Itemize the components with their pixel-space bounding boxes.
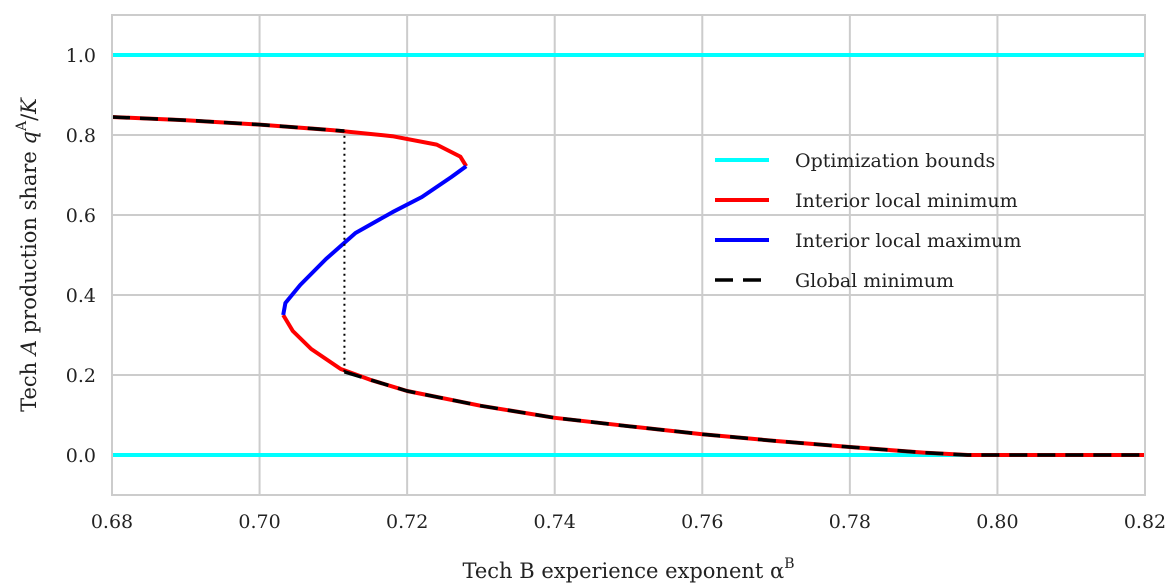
series-line-global-minimum-0 xyxy=(111,115,345,133)
x-tick-label: 0.74 xyxy=(534,511,576,533)
y-tick-label: 1.0 xyxy=(66,45,96,67)
x-tick-label: 0.68 xyxy=(91,511,133,533)
y-axis-label: Tech A production share qA/K xyxy=(14,97,41,412)
x-tick-label: 0.70 xyxy=(238,511,280,533)
x-axis-label: Tech B experience exponent αB xyxy=(462,556,794,583)
y-tick-label: 0.8 xyxy=(66,125,96,147)
y-tick-label: 0.4 xyxy=(66,285,96,307)
series-line-interior-local-maximum-0 xyxy=(281,164,468,316)
legend-label: Global minimum xyxy=(795,270,954,292)
y-tick-label: 0.0 xyxy=(66,445,96,467)
x-tick-label: 0.80 xyxy=(976,511,1018,533)
legend-label: Interior local maximum xyxy=(795,230,1021,252)
x-tick-label: 0.72 xyxy=(386,511,428,533)
plot-lines xyxy=(111,53,1145,457)
x-axis-ticks: 0.68 0.70 0.72 0.74 0.76 0.78 0.80 0.82 xyxy=(91,511,1166,533)
series-line-global-minimum-1 xyxy=(343,370,1145,457)
grid xyxy=(111,15,1146,495)
series-line-interior-local-minimum-0 xyxy=(111,115,468,168)
legend: Optimization bounds Interior local minimu… xyxy=(715,150,1021,292)
x-tick-label: 0.76 xyxy=(681,511,723,533)
y-tick-label: 0.6 xyxy=(66,205,96,227)
x-tick-label: 0.78 xyxy=(829,511,871,533)
y-tick-label: 0.2 xyxy=(66,365,96,387)
y-axis-ticks: 0.0 0.2 0.4 0.6 0.8 1.0 xyxy=(66,45,96,467)
legend-label: Optimization bounds xyxy=(795,150,995,172)
legend-label: Interior local minimum xyxy=(795,190,1018,212)
x-tick-label: 0.82 xyxy=(1124,511,1166,533)
plot-frame xyxy=(111,14,1146,496)
